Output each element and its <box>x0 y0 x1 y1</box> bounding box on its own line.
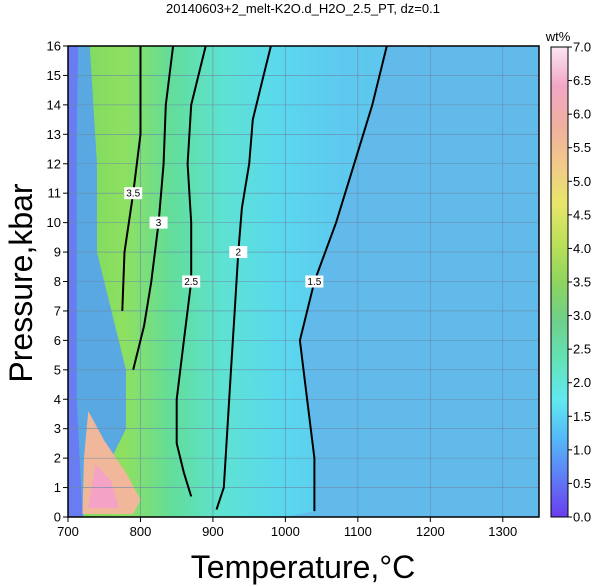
y-tick-label: 11 <box>48 186 62 201</box>
contour-label: 2 <box>236 248 242 259</box>
colorbar-ramp <box>550 46 569 518</box>
contour-line <box>175 46 207 497</box>
y-axis-label: Pressure,kbar <box>3 183 39 383</box>
y-tick-label: 5 <box>54 362 61 377</box>
y-tick-label: 4 <box>54 392 61 407</box>
colorbar-tick-label: 6.5 <box>573 73 591 88</box>
colorbar-tick-label: 5.5 <box>573 140 591 155</box>
contour-label: 3.5 <box>126 189 140 200</box>
y-tick-label: 2 <box>54 451 61 466</box>
colorbar-tick-label: 7.0 <box>573 40 591 55</box>
chart-title: 20140603+2_melt-K2O.d_H2O_2.5_PT, dz=0.1 <box>166 1 440 16</box>
y-tick-label: 12 <box>47 156 61 171</box>
contour-label: 3 <box>156 218 162 229</box>
colorbar-tick-label: 0.5 <box>573 476 591 491</box>
colorbar-tick-label: 4.5 <box>573 207 591 222</box>
colorbar-tick-label: 3.5 <box>573 275 591 290</box>
colorbar-tick-label: 3.0 <box>573 308 591 323</box>
contour-label: 1.5 <box>307 277 321 288</box>
contour-label-bg <box>124 187 143 200</box>
x-axis-ticks: 700 800 900 1000 1100 1200 1300 <box>57 517 517 539</box>
contour-label-bg <box>182 275 201 288</box>
plot-area: 1.5 2 2.5 3 3.5 <box>68 46 539 517</box>
x-tick-label: 1200 <box>416 524 445 539</box>
y-tick-label: 6 <box>54 333 61 348</box>
y-tick-label: 16 <box>47 39 61 54</box>
field-magenta-spot <box>88 464 119 509</box>
y-tick-label: 3 <box>54 421 61 436</box>
colorbar-tick-label: 1.0 <box>573 442 591 457</box>
x-tick-label: 700 <box>57 524 79 539</box>
y-tick-label: 8 <box>54 274 61 289</box>
y-tick-label: 1 <box>54 480 61 495</box>
colorbar-tick-label: 2.0 <box>573 375 591 390</box>
colorbar-tick-label: 1.5 <box>573 409 591 424</box>
x-axis-label: Temperature,°C <box>191 549 415 585</box>
y-tick-label: 14 <box>47 97 61 112</box>
colorbar-label: wt% <box>545 29 571 44</box>
x-tick-label: 1000 <box>271 524 300 539</box>
colorbar-tick-label: 0.0 <box>573 510 591 525</box>
contour-label-bg <box>149 216 168 229</box>
colorbar-tick-label: 4.0 <box>573 241 591 256</box>
y-tick-label: 10 <box>47 215 61 230</box>
x-tick-label: 1100 <box>344 524 372 539</box>
colorbar: wt% 0.0 0.5 1.0 1.5 2.0 2.5 3.0 3.5 4.0 4.5 5.0 5.5… <box>545 29 591 525</box>
y-tick-label: 0 <box>54 510 61 525</box>
y-tick-label: 9 <box>54 245 61 260</box>
x-tick-label: 800 <box>130 524 152 539</box>
contour-label: 2.5 <box>184 277 198 288</box>
colorbar-tick-label: 2.5 <box>573 342 591 357</box>
colorbar-tick-label: 6.0 <box>573 107 591 122</box>
contour-label-bg <box>229 246 248 259</box>
y-tick-label: 7 <box>54 303 61 318</box>
y-tick-label: 13 <box>47 127 61 142</box>
colorbar-tick-label: 5.0 <box>573 174 591 189</box>
x-tick-label: 900 <box>202 524 224 539</box>
grid <box>68 46 539 517</box>
x-tick-label: 1300 <box>488 524 517 539</box>
contour-label-bg <box>305 275 324 288</box>
contour-lines: 1.5 2 2.5 3 3.5 <box>121 46 388 512</box>
y-tick-label: 15 <box>47 68 61 83</box>
